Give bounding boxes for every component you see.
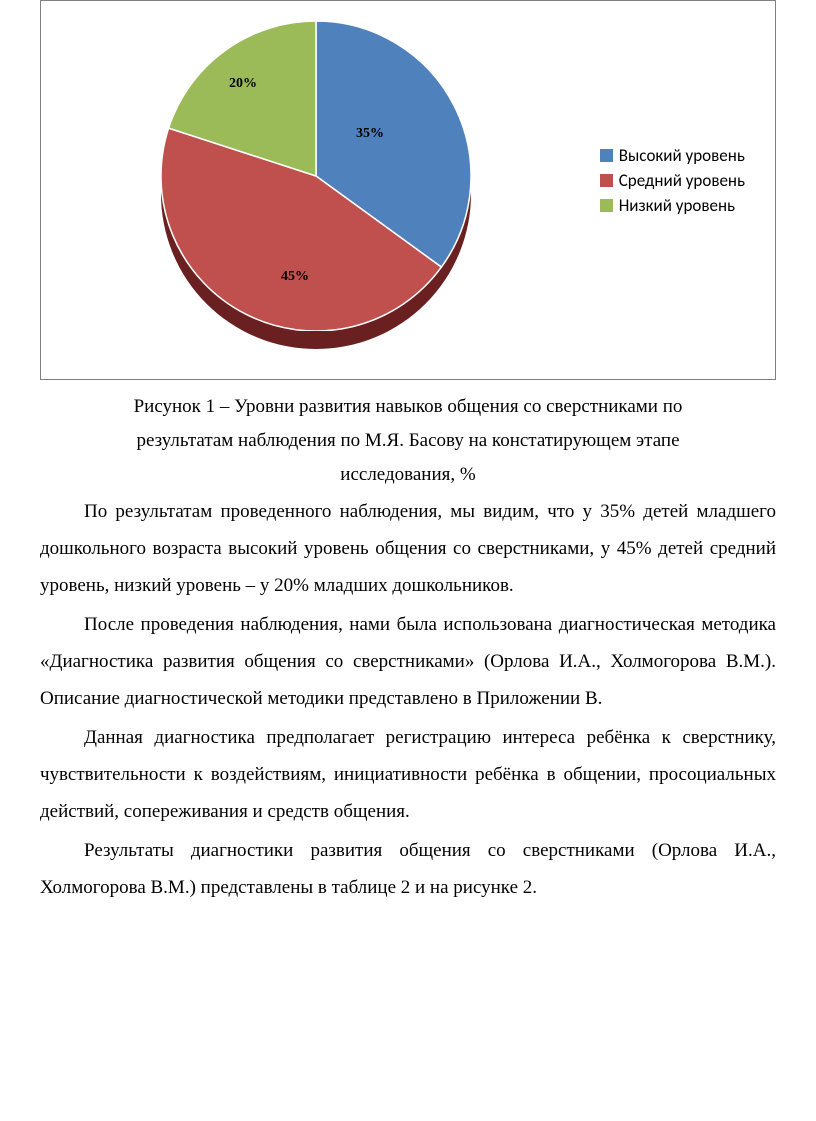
chart-legend: Высокий уровень Средний уровень Низкий у… [600, 141, 745, 220]
body-text: По результатам проведенного наблюдения, … [40, 493, 776, 907]
legend-item: Высокий уровень [600, 145, 745, 166]
paragraph: Данная диагностика предполагает регистра… [40, 719, 776, 830]
legend-swatch-2 [600, 199, 613, 212]
legend-item: Средний уровень [600, 170, 745, 191]
pie-chart: 35% 45% 20% [161, 21, 471, 331]
pie-svg [161, 21, 471, 331]
document-page: 35% 45% 20% Высокий уровень Средний уров… [0, 0, 816, 948]
pie-chart-frame: 35% 45% 20% Высокий уровень Средний уров… [40, 0, 776, 380]
legend-item: Низкий уровень [600, 195, 745, 216]
legend-label: Средний уровень [619, 170, 745, 191]
caption-line: исследования, % [340, 464, 475, 485]
paragraph: По результатам проведенного наблюдения, … [40, 493, 776, 604]
slice-label-0: 35% [356, 126, 384, 142]
figure-caption: Рисунок 1 – Уровни развития навыков обще… [40, 390, 776, 493]
legend-label: Низкий уровень [619, 195, 735, 216]
slice-label-2: 20% [229, 76, 257, 92]
paragraph: После проведения наблюдения, нами была и… [40, 606, 776, 717]
legend-swatch-1 [600, 174, 613, 187]
caption-line: результатам наблюдения по М.Я. Басову на… [136, 430, 679, 451]
paragraph: Результаты диагностики развития общения … [40, 832, 776, 906]
legend-label: Высокий уровень [619, 145, 745, 166]
caption-line: Рисунок 1 – Уровни развития навыков обще… [134, 396, 683, 417]
slice-label-1: 45% [281, 269, 309, 285]
legend-swatch-0 [600, 149, 613, 162]
